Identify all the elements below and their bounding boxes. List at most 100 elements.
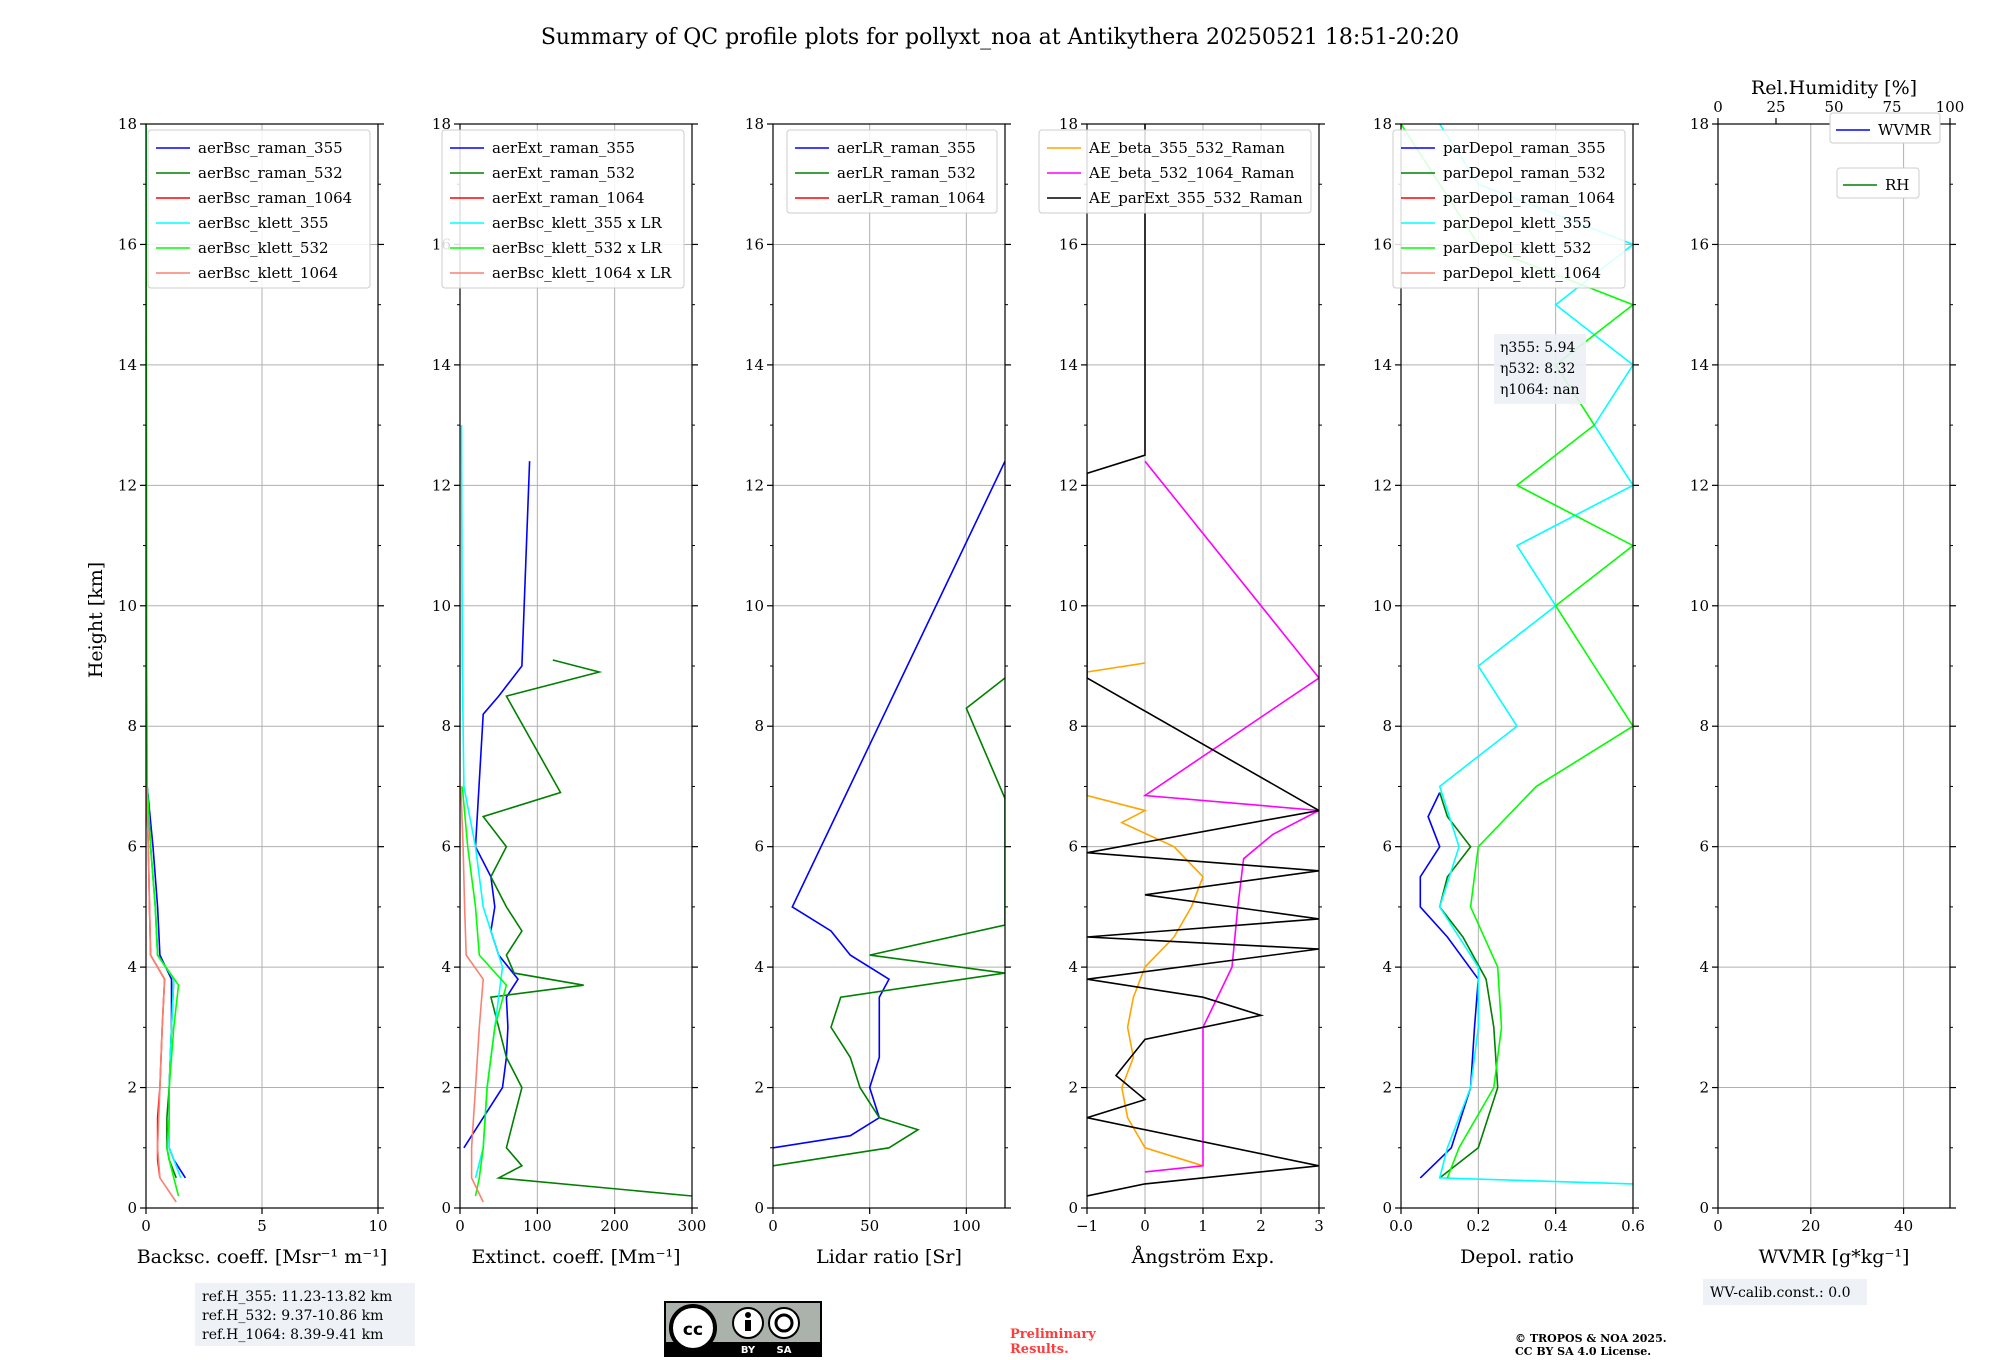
y-tick-label: 0 [441, 1199, 451, 1217]
x-tick-label: 300 [678, 1217, 707, 1235]
y-tick-label: 8 [127, 717, 137, 735]
y-tick-label: 2 [754, 1079, 764, 1097]
legend-label: aerBsc_klett_1064 x LR [492, 264, 672, 282]
y-tick-label: 4 [1382, 958, 1392, 976]
y-tick-label: 4 [754, 958, 764, 976]
y-tick-label: 0 [1699, 1199, 1709, 1217]
legend-label: aerBsc_klett_355 [198, 214, 329, 232]
x-axis-label: Lidar ratio [Sr] [816, 1246, 962, 1268]
y-tick-label: 4 [127, 958, 137, 976]
series-line-parDepol_raman_532 [1438, 792, 1499, 1179]
y-tick-label: 4 [441, 958, 451, 976]
y-tick-label: 18 [118, 115, 137, 133]
legend-label: AE_beta_532_1064_Raman [1088, 164, 1295, 182]
svg-text:cc: cc [683, 1320, 703, 1340]
y-tick-label: 6 [441, 838, 451, 856]
top-x-axis-label: Rel.Humidity [%] [1751, 77, 1917, 99]
y-tick-label: 4 [1068, 958, 1078, 976]
svg-text:BY: BY [741, 1345, 756, 1356]
series-line-aerBsc_raman_1064 [146, 786, 166, 1179]
y-tick-label: 16 [1373, 235, 1392, 253]
x-axis-label: Backsc. coeff. [Msr⁻¹ m⁻¹] [137, 1246, 388, 1268]
y-tick-label: 10 [118, 597, 137, 615]
y-tick-label: 12 [118, 476, 137, 494]
top-x-tick-label: 50 [1824, 98, 1843, 116]
y-tick-label: 14 [432, 356, 451, 374]
panel-3: 0 2 4 6 8 10 12 14 16 18 0 50 100 Lidar ratio [Sr] aer… [745, 115, 1011, 1268]
eta-1064: η1064: nan [1500, 382, 1580, 398]
legend-box [1392, 129, 1626, 289]
panel-1: 0 2 4 6 8 10 12 14 16 18 0 5 10 Backsc. coeff. [Msr⁻¹… [118, 115, 388, 1268]
legend-label: aerExt_raman_532 [492, 164, 635, 182]
series-line-aerBsc_klett_532 x LR [461, 786, 508, 1197]
y-tick-label: 14 [118, 356, 137, 374]
x-tick-label: 3 [1314, 1217, 1324, 1235]
eta-355: η355: 5.94 [1500, 340, 1576, 356]
legend-box [1836, 167, 1920, 199]
series-line-aerBsc_klett_355 x LR [460, 425, 504, 1179]
y-tick-label: 10 [745, 597, 764, 615]
legend-label: parDepol_klett_355 [1443, 214, 1592, 232]
wv-calib-box: WV-calib.const.: 0.0 [1703, 1279, 1867, 1305]
y-tick-label: 2 [127, 1079, 137, 1097]
plot-frame [1717, 123, 1951, 1209]
y-tick-label: 18 [745, 115, 764, 133]
x-tick-label: 0 [1713, 1217, 1723, 1235]
y-tick-label: 18 [1059, 115, 1078, 133]
wv-calib-text: WV-calib.const.: 0.0 [1710, 1285, 1850, 1301]
x-axis-label: Ångström Exp. [1131, 1246, 1275, 1268]
y-tick-label: 2 [441, 1079, 451, 1097]
legend-label: aerLR_raman_355 [837, 139, 976, 157]
chart-title: Summary of QC profile plots for pollyxt_… [541, 25, 1459, 50]
x-tick-label: 1 [1198, 1217, 1208, 1235]
cc-icon [669, 1304, 717, 1352]
x-tick-label: 20 [1801, 1217, 1820, 1235]
legend-label: aerBsc_klett_532 [198, 239, 329, 257]
x-tick-label: 10 [368, 1217, 387, 1235]
y-tick-label: 0 [754, 1199, 764, 1217]
top-x-tick-label: 75 [1882, 98, 1901, 116]
legend-label: RH [1885, 176, 1909, 194]
x-tick-label: 2 [1256, 1217, 1266, 1235]
y-tick-label: 14 [745, 356, 764, 374]
legend-label: parDepol_raman_1064 [1443, 189, 1615, 207]
legend-label: aerBsc_klett_355 x LR [492, 214, 663, 232]
legend-label: parDepol_raman_355 [1443, 139, 1606, 157]
legend-label: aerLR_raman_1064 [837, 189, 985, 207]
y-tick-label: 12 [432, 476, 451, 494]
y-tick-label: 18 [1690, 115, 1709, 133]
copyright-line-2: CC BY SA 4.0 License. [1515, 1345, 1651, 1358]
y-tick-label: 0 [1068, 1199, 1078, 1217]
top-x-tick-label: 0 [1713, 98, 1723, 116]
y-tick-label: 8 [1068, 717, 1078, 735]
legend-label: aerExt_raman_1064 [492, 189, 645, 207]
y-axis-label: Height [km] [85, 562, 107, 678]
series-line-AE_beta_355_532_Raman [1087, 662, 1204, 1167]
eta-532: η532: 8.32 [1500, 361, 1575, 377]
y-tick-label: 10 [1059, 597, 1078, 615]
ref-height-355: ref.H_355: 11.23-13.82 km [202, 1289, 392, 1305]
results-label: Results. [1010, 1342, 1069, 1357]
ref-height-1064: ref.H_1064: 8.39-9.41 km [202, 1327, 383, 1343]
series-line-aerLR_raman_532 [773, 677, 1005, 1167]
x-tick-label: 40 [1894, 1217, 1913, 1235]
y-tick-label: 6 [1382, 838, 1392, 856]
legend-label: aerBsc_raman_532 [198, 164, 343, 182]
legend-box [1829, 112, 1941, 144]
legend-label: parDepol_klett_1064 [1443, 264, 1601, 282]
x-tick-label: 5 [257, 1217, 267, 1235]
y-tick-label: 10 [1373, 597, 1392, 615]
series-line-aerBsc_klett_1064 [146, 786, 177, 1203]
y-tick-label: 16 [1690, 235, 1709, 253]
y-tick-label: 12 [1059, 476, 1078, 494]
top-x-tick-label: 100 [1936, 98, 1965, 116]
y-tick-label: 6 [1699, 838, 1709, 856]
legend-label: WVMR [1878, 121, 1932, 139]
legend-label: aerBsc_klett_1064 [198, 264, 338, 282]
preliminary-label: Preliminary [1010, 1327, 1096, 1342]
legend-label: aerBsc_klett_532 x LR [492, 239, 663, 257]
